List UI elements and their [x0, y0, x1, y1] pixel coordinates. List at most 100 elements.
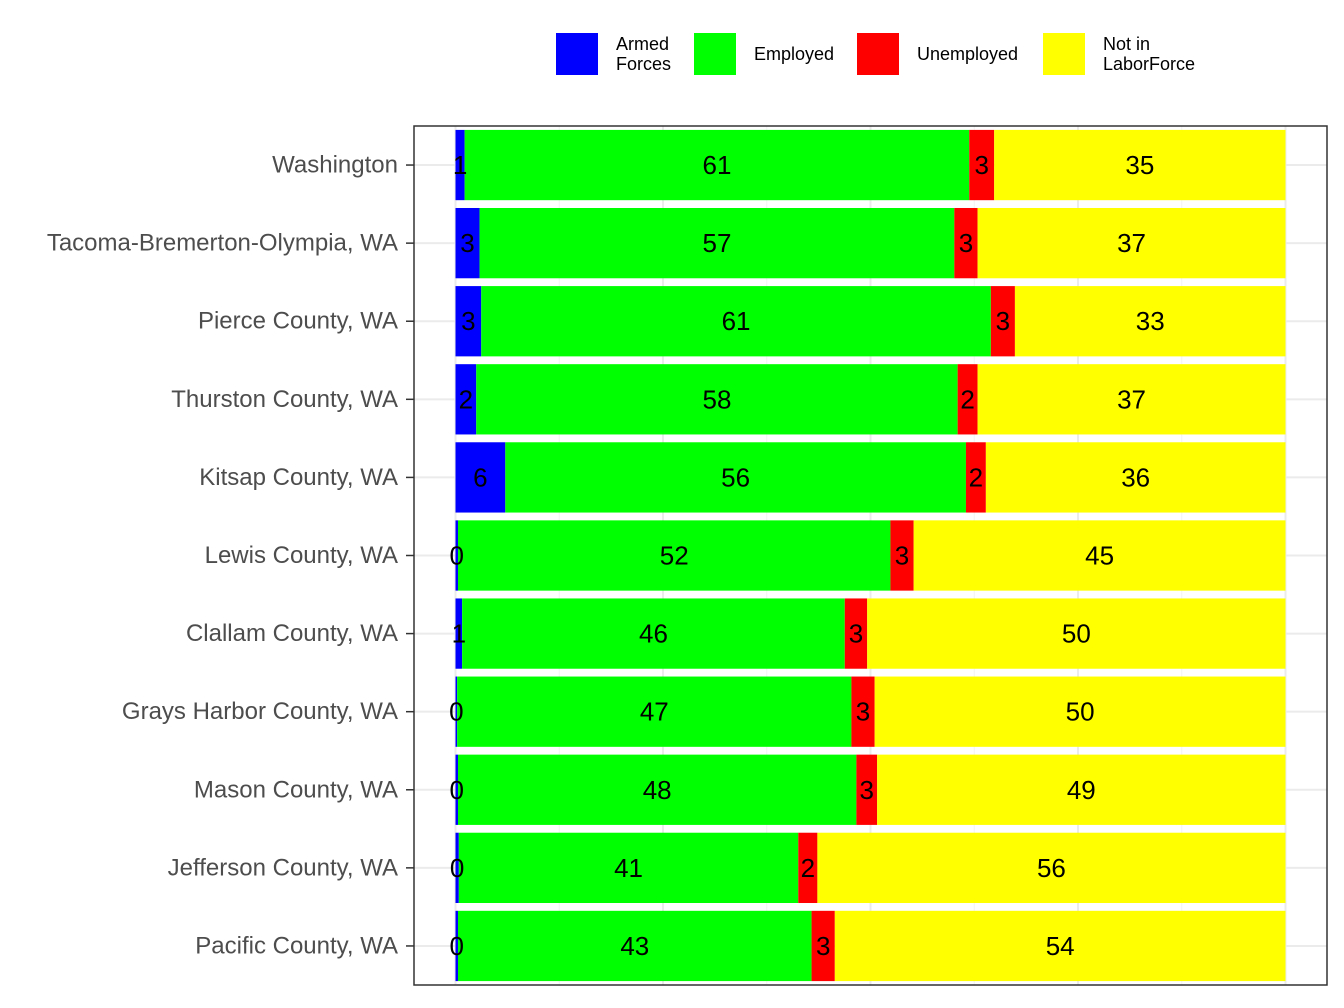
bar-value-label: 61 [722, 306, 751, 336]
bar-value-label: 2 [459, 384, 473, 414]
bars [455, 129, 1286, 982]
bar-value-label: 2 [801, 853, 815, 883]
legend-swatch [556, 33, 598, 75]
bar-segment [455, 442, 506, 513]
bar-value-label: 45 [1085, 541, 1114, 571]
bar-segment [455, 207, 480, 279]
bar-value-label: 48 [643, 775, 672, 805]
bar-segment [977, 207, 1286, 279]
category-label: Jefferson County, WA [168, 854, 398, 881]
bar-value-label: 1 [453, 150, 467, 180]
category-label: Thurston County, WA [171, 386, 398, 413]
bar-segment [877, 754, 1286, 825]
category-label: Pacific County, WA [195, 932, 398, 959]
bar-value-label: 3 [816, 931, 830, 961]
bar-segment [1014, 286, 1286, 357]
bar-segment [977, 364, 1286, 435]
category-label: Lewis County, WA [205, 542, 398, 569]
bar-segment [481, 286, 991, 357]
bar-value-label: 3 [461, 306, 475, 336]
category-label: Washington [272, 152, 398, 179]
legend-label: Employed [754, 44, 834, 64]
bar-segment [455, 364, 477, 435]
bar-value-label: 3 [856, 697, 870, 727]
bar-segment [457, 520, 891, 591]
bar-value-label: 2 [969, 462, 983, 492]
bar-segment [969, 129, 995, 201]
bar-segment [455, 520, 458, 591]
bar-segment [458, 832, 799, 904]
bar-segment [856, 754, 878, 825]
legend-label: Armed [616, 34, 669, 54]
bar-value-label: 56 [721, 462, 750, 492]
bar-value-label: 0 [449, 697, 463, 727]
bar-value-label: 46 [639, 619, 668, 649]
bar-value-label: 3 [996, 306, 1010, 336]
bar-segment [476, 364, 958, 435]
bar-value-label: 36 [1121, 462, 1150, 492]
bar-value-label: 47 [640, 697, 669, 727]
y-axis: Washington Tacoma-Bremerton-Olympia, WA Pi… [47, 152, 414, 959]
bar-value-label: 49 [1067, 775, 1096, 805]
bar-value-label: 3 [460, 228, 474, 258]
bar-segment [462, 598, 845, 669]
bar-value-label: 58 [702, 384, 731, 414]
bar-segment [994, 129, 1286, 201]
bar-value-label: 33 [1136, 306, 1165, 336]
bar-value-label: 37 [1117, 228, 1146, 258]
bar-segment [455, 598, 463, 669]
legend-label: LaborForce [1103, 54, 1195, 74]
bar-segment [867, 598, 1286, 669]
category-label: Kitsap County, WA [199, 464, 398, 491]
bar-value-label: 43 [620, 931, 649, 961]
panel-border [413, 125, 1328, 986]
bar-segment [798, 832, 818, 904]
bar-segment [455, 832, 459, 904]
bar-value-label: 3 [974, 150, 988, 180]
legend-label: Unemployed [917, 44, 1018, 64]
category-label: Tacoma-Bremerton-Olympia, WA [47, 230, 398, 257]
bar-value-label: 2 [960, 384, 974, 414]
bar-value-label: 35 [1125, 150, 1154, 180]
bar-segment [890, 520, 914, 591]
bar-value-label: 3 [959, 228, 973, 258]
legend-swatch [694, 33, 736, 75]
category-label: Pierce County, WA [198, 308, 398, 335]
bar-value-label: 0 [450, 775, 464, 805]
bar-value-label: 54 [1046, 931, 1075, 961]
bar-segment [957, 364, 978, 435]
value-labels: 1 61 3 353 57 3 373 61 3 332 58 2 376 56 2 360 52 3 451 46 3… [449, 150, 1165, 961]
legend-label: Forces [616, 54, 671, 74]
bar-segment [851, 676, 875, 747]
bar-value-label: 56 [1037, 853, 1066, 883]
bar-segment [965, 442, 986, 513]
bar-value-label: 3 [895, 541, 909, 571]
bar-value-label: 37 [1117, 384, 1146, 414]
bar-segment [455, 676, 458, 747]
bar-value-label: 57 [702, 228, 731, 258]
bar-segment [464, 129, 970, 201]
bar-value-label: 3 [860, 775, 874, 805]
bar-segment [874, 676, 1286, 747]
bar-segment [455, 754, 458, 825]
bar-value-label: 50 [1066, 697, 1095, 727]
bar-value-label: 50 [1062, 619, 1091, 649]
bar-value-label: 3 [849, 619, 863, 649]
bar-segment [505, 442, 966, 513]
legend-swatch [1043, 33, 1085, 75]
bar-segment [479, 207, 955, 279]
category-label: Grays Harbor County, WA [122, 698, 398, 725]
legend-label: Not in [1103, 34, 1150, 54]
bar-value-label: 61 [702, 150, 731, 180]
bar-segment [455, 129, 465, 201]
legend-swatch [857, 33, 899, 75]
bar-value-label: 0 [450, 931, 464, 961]
bar-segment [844, 598, 868, 669]
bar-segment [457, 754, 857, 825]
bar-value-label: 0 [450, 853, 464, 883]
bar-segment [817, 832, 1286, 904]
bar-segment [985, 442, 1286, 513]
category-label: Clallam County, WA [186, 620, 398, 647]
